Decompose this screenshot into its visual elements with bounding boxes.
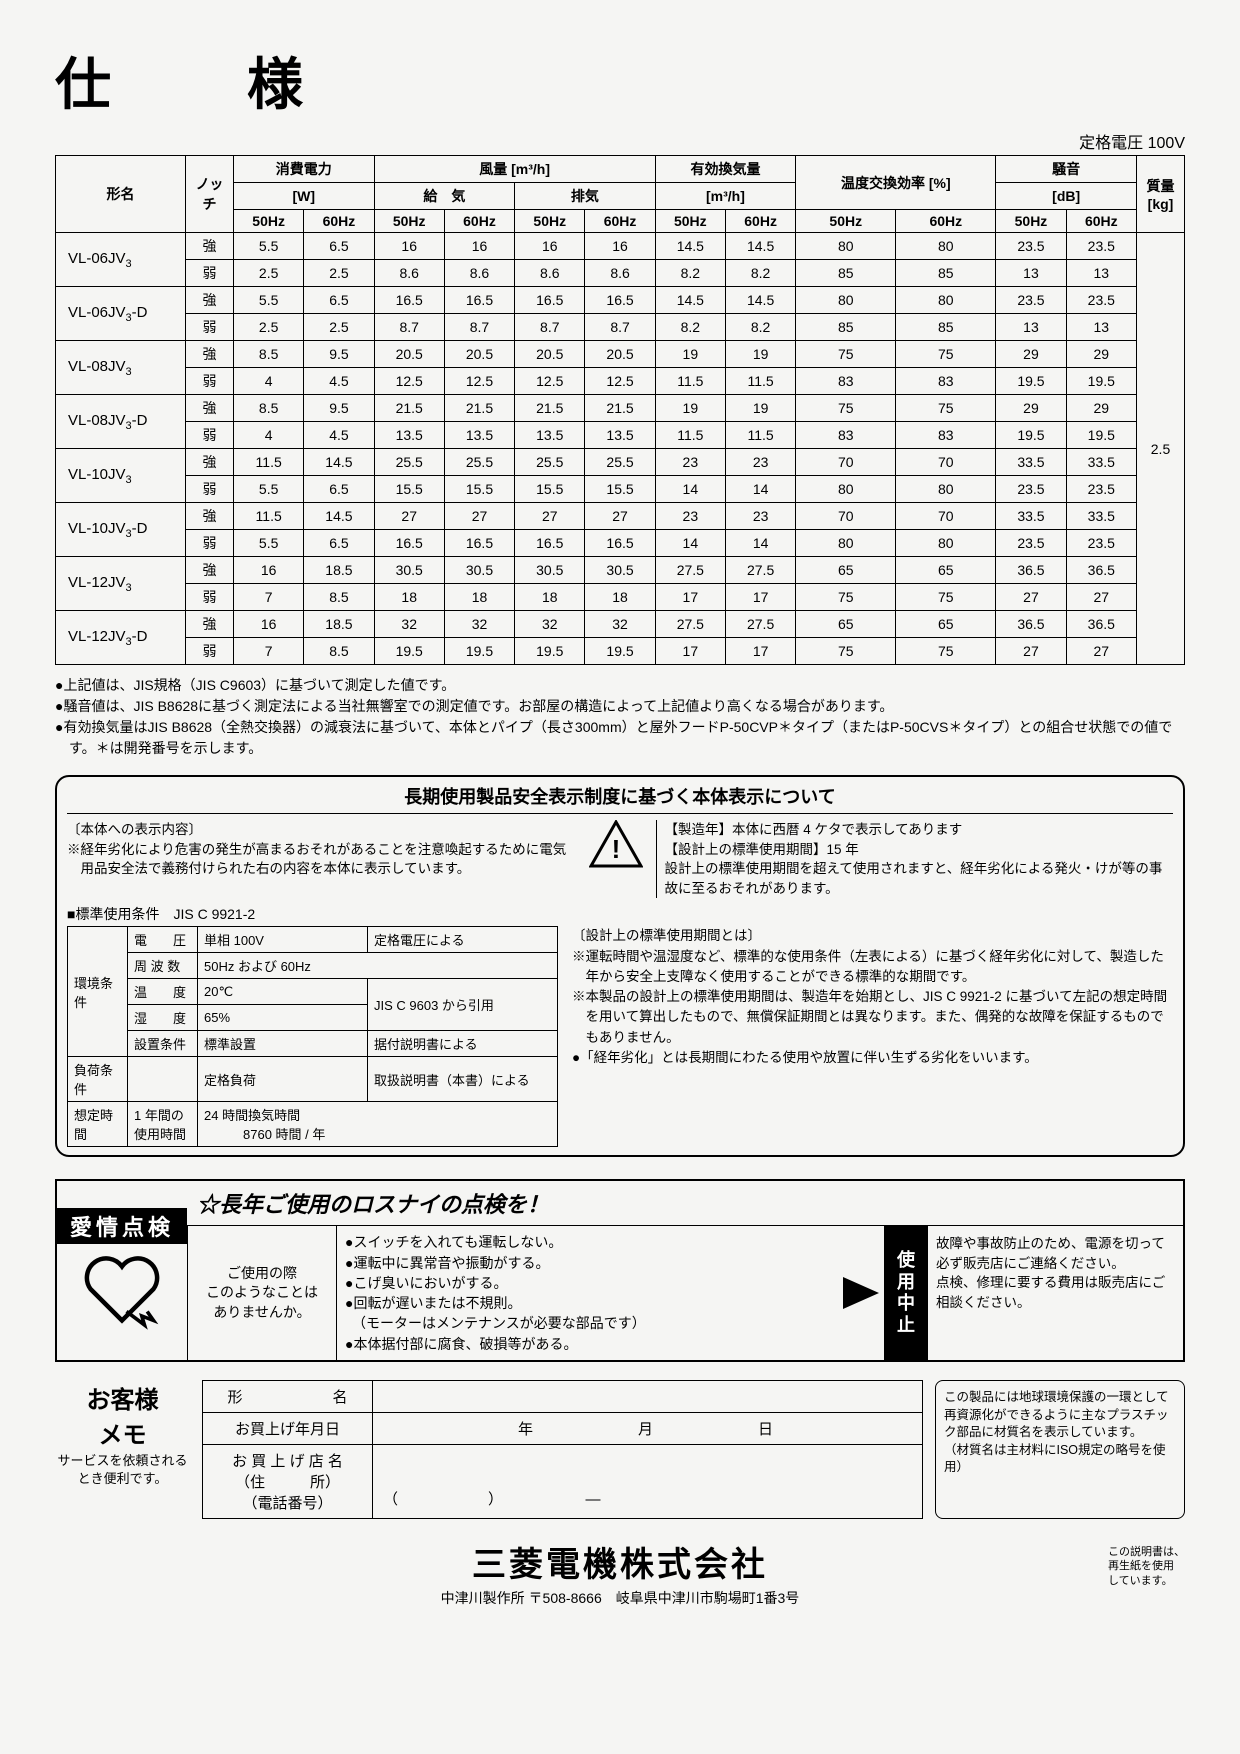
cond-title: ■標準使用条件 JIS C 9921-2 bbox=[67, 904, 1173, 924]
lt-right-l2: 【設計上の標準使用期間】15 年 bbox=[665, 840, 1174, 860]
svg-text:!: ! bbox=[611, 834, 620, 864]
memo-table: 形 名お買上げ年月日 年 月 日お 買 上 げ 店 名（住 所）（電話番号）（ … bbox=[202, 1380, 923, 1519]
rated-voltage: 定格電圧 100V bbox=[55, 129, 1185, 153]
recycle-box: この製品には地球環境保護の一環として再資源化ができるように主なプラスチック部品に… bbox=[935, 1380, 1185, 1519]
longterm-title: 長期使用製品安全表示制度に基づく本体表示について bbox=[67, 783, 1173, 814]
lt-left-heading: 〔本体への表示内容〕 bbox=[67, 820, 576, 840]
lt-right-l1: 【製造年】本体に西暦 4 ケタで表示してあります bbox=[665, 820, 1174, 840]
inspection-advice: 故障や事故防止のため、電源を切って必ず販売店にご連絡ください。点検、修理に要する… bbox=[928, 1226, 1183, 1360]
inspection-title: ☆長年ご使用のロスナイの点検を！ bbox=[187, 1181, 1183, 1226]
inspection-prompt: ご使用の際このようなことはありませんか。 bbox=[187, 1226, 337, 1360]
page-title: 仕 様 bbox=[55, 40, 1185, 121]
inspection-box: 愛情点検 ☆長年ご使用のロスナイの点検を！ ご使用の際このようなことはありません… bbox=[55, 1179, 1185, 1362]
longterm-box: 長期使用製品安全表示制度に基づく本体表示について 〔本体への表示内容〕 ※経年劣… bbox=[55, 775, 1185, 1157]
inspection-list: ●スイッチを入れても運転しない。●運転中に異常音や振動がする。●こげ臭いにおいが… bbox=[337, 1226, 838, 1360]
heart-icon: 愛情点検 bbox=[57, 1181, 187, 1360]
inspection-label: 愛情点検 bbox=[57, 1208, 187, 1244]
memo-section: お客様メモ サービスを依頼されるとき便利です。 形 名お買上げ年月日 年 月 日… bbox=[55, 1380, 1185, 1519]
memo-label: お客様メモ bbox=[55, 1380, 190, 1450]
desc-heading: 〔設計上の標準使用期間とは〕 bbox=[572, 926, 1173, 946]
arrow-icon bbox=[838, 1226, 884, 1360]
spec-notes: ●上記値は、JIS規格（JIS C9603）に基づいて測定した値です。●騒音値は… bbox=[55, 675, 1185, 759]
lt-right-text: 設計上の標準使用期間を超えて使用されますと、経年劣化による発火・けが等の事故に至… bbox=[665, 859, 1174, 898]
footer: 三菱電機株式会社 中津川製作所 〒508-8666 岐阜県中津川市駒場町1番3号… bbox=[55, 1537, 1185, 1608]
warning-icon: ! bbox=[586, 820, 646, 873]
cond-table: 環境条件電 圧単相 100V定格電圧による 周 波 数50Hz および 60Hz… bbox=[67, 926, 558, 1147]
spec-table: 形名 ノッチ 消費電力 風量 [m³/h] 有効換気量 温度交換効率 [%] 騒… bbox=[55, 155, 1185, 665]
company-address: 中津川製作所 〒508-8666 岐阜県中津川市駒場町1番3号 bbox=[55, 1588, 1185, 1608]
lt-left-text: ※経年劣化により危害の発生が高まるおそれがあることを注意喚起するために電気用品安… bbox=[67, 840, 576, 879]
company-name: 三菱電機株式会社 bbox=[55, 1537, 1185, 1586]
recycled-paper-note: この説明書は、再生紙を使用しています。 bbox=[1108, 1545, 1185, 1588]
stop-label: 使用中止 bbox=[884, 1226, 928, 1360]
memo-sublabel: サービスを依頼されるとき便利です。 bbox=[55, 1452, 190, 1488]
